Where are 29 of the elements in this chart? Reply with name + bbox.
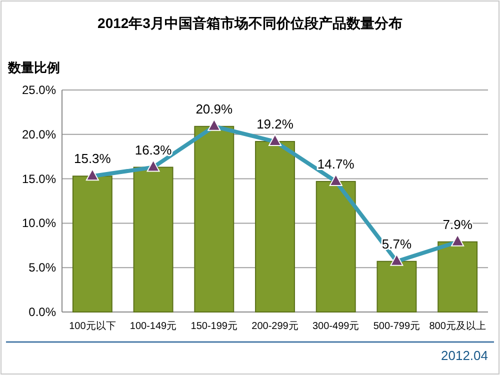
bar xyxy=(376,260,417,312)
y-tick-label: 20.0% xyxy=(22,127,56,142)
x-tick-label: 800元及以上 xyxy=(429,320,486,332)
data-label: 19.2% xyxy=(256,116,294,132)
text: 2012.04 xyxy=(441,348,488,363)
x-tick-label: 150-199元 xyxy=(190,321,238,332)
bar xyxy=(255,141,295,312)
bar xyxy=(316,180,356,312)
x-tick-label: 300-499元 xyxy=(312,321,360,332)
y-tick-label: 0.0% xyxy=(28,305,56,319)
y-tick-label: 10.0% xyxy=(22,216,56,230)
data-label: 16.3% xyxy=(134,142,172,158)
y-tick-label: 15.0% xyxy=(22,172,56,186)
x-tick-label: 500-799元 xyxy=(373,321,420,332)
bar xyxy=(133,166,174,312)
bar xyxy=(194,126,234,312)
bar xyxy=(72,176,112,312)
y-tick-label: 25.0% xyxy=(22,83,56,97)
x-tick-label: 100元以下 xyxy=(69,320,116,332)
data-label: 15.3% xyxy=(74,151,112,166)
data-label: 20.9% xyxy=(196,101,234,116)
data-label: 14.7% xyxy=(317,156,355,172)
x-tick-label: 200-299元 xyxy=(252,321,298,332)
y-tick-label: 5.0% xyxy=(28,260,56,275)
y-axis-title: 数量比例 xyxy=(7,60,60,75)
chart-title: 2012年3月中国音箱市场不同价位段产品数量分布 xyxy=(98,15,402,31)
x-tick-label: 100-149元 xyxy=(130,321,177,332)
bar xyxy=(438,241,478,312)
data-label: 7.9% xyxy=(442,216,473,232)
